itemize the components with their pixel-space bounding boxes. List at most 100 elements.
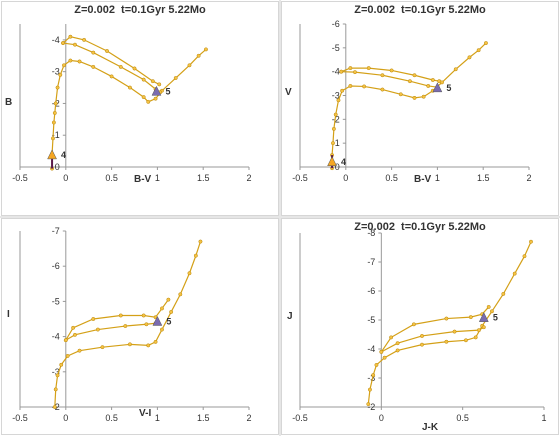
y-tick-label: -6 — [52, 261, 60, 271]
x-tick-label: 1 — [155, 173, 160, 183]
x-tick-label: 1 — [435, 173, 440, 183]
x-axis-label: B-V — [414, 174, 432, 185]
y-tick-label: -1 — [332, 138, 340, 148]
data-point — [398, 92, 403, 97]
data-point — [52, 405, 57, 409]
x-tick-label: 0 — [63, 413, 68, 423]
x-axis-label: J-K — [422, 422, 439, 433]
y-tick-label: -3 — [52, 67, 60, 77]
panel-divider-vertical — [279, 0, 281, 436]
y-tick-label: -6 — [332, 19, 340, 29]
x-tick-label: 0 — [63, 173, 68, 183]
data-point — [196, 53, 201, 58]
y-axis-label: B — [5, 97, 13, 108]
data-point — [476, 48, 481, 53]
data-point — [166, 297, 171, 302]
y-axis-label: I — [7, 309, 10, 320]
data-point — [382, 355, 387, 360]
data-point — [452, 329, 457, 334]
data-point — [407, 79, 412, 84]
data-point — [146, 99, 151, 104]
data-point — [411, 322, 416, 327]
data-point — [73, 42, 77, 47]
marker-label: 4 — [61, 150, 66, 160]
data-point — [77, 348, 82, 353]
data-point — [65, 354, 70, 358]
y-tick-label: 0 — [55, 162, 60, 172]
chart-title: Z=0.002 t=0.1Gyr 5.22Mo — [354, 221, 486, 233]
series-line — [51, 48, 207, 169]
y-tick-label: -1 — [52, 130, 60, 140]
y-tick-label: -4 — [52, 332, 60, 342]
data-point — [426, 84, 431, 88]
marker-label: 5 — [446, 83, 451, 93]
data-point — [141, 313, 146, 318]
data-point — [453, 67, 458, 72]
data-point — [340, 88, 345, 93]
data-point — [430, 78, 435, 82]
data-point — [153, 96, 158, 101]
marker-label: 4 — [341, 157, 346, 167]
x-tick-label: 0.5 — [105, 173, 118, 183]
y-tick-label: -5 — [367, 315, 375, 325]
data-point — [366, 402, 371, 407]
data-point — [118, 313, 123, 318]
data-point — [353, 70, 357, 75]
data-point — [203, 47, 208, 52]
data-point — [160, 327, 164, 332]
data-point — [141, 95, 146, 100]
x-tick-label: -0.5 — [12, 173, 28, 183]
data-point — [412, 95, 417, 100]
data-point — [437, 79, 442, 84]
marker-label: 5 — [165, 86, 170, 96]
x-tick-label: 2 — [246, 173, 251, 183]
data-point — [91, 64, 96, 69]
data-point — [51, 120, 56, 125]
y-axis-label: J — [287, 311, 293, 322]
y-tick-label: -2 — [367, 402, 375, 412]
data-point — [420, 334, 424, 338]
data-point — [153, 339, 158, 344]
y-axis-label: V — [285, 87, 292, 98]
data-point — [468, 315, 473, 320]
chart-title: Z=0.002 t=0.1Gyr 5.22Mo — [354, 4, 486, 16]
y-tick-label: -4 — [367, 344, 375, 354]
data-point — [512, 271, 517, 276]
y-tick-label: -7 — [52, 226, 60, 236]
data-point — [68, 34, 73, 39]
data-point — [412, 73, 417, 78]
data-point — [395, 341, 400, 346]
marker-label: 5 — [166, 316, 171, 326]
series-line — [341, 71, 438, 88]
data-point — [58, 72, 63, 77]
x-axis-label: B-V — [134, 174, 152, 185]
y-tick-label: -3 — [52, 367, 60, 377]
series-line — [367, 241, 532, 405]
x-tick-label: 1 — [155, 413, 160, 423]
data-point — [486, 305, 491, 309]
chart-panel-i-vs-vi: -7-6-5-4-3-2-0.500.511.525 V-I I — [1, 218, 279, 435]
data-point — [59, 362, 64, 367]
data-point — [73, 332, 77, 337]
data-point — [467, 55, 472, 60]
data-point — [82, 37, 87, 42]
series-line — [380, 306, 490, 353]
data-point — [51, 136, 55, 141]
data-point — [501, 291, 506, 296]
data-point — [481, 325, 486, 330]
data-point — [61, 41, 66, 46]
y-tick-label: -4 — [52, 35, 60, 45]
data-point — [146, 343, 151, 348]
y-tick-label: -3 — [367, 373, 375, 383]
x-tick-label: 0 — [343, 173, 348, 183]
data-point — [173, 76, 178, 80]
x-tick-label: 1.5 — [477, 173, 490, 183]
data-point — [444, 316, 449, 321]
x-tick-label: -0.5 — [292, 413, 308, 423]
data-point — [367, 387, 372, 392]
chart-plot-v-vs-bv: -6 -5 -4 -3 -2 -1 0 -0.5 0 0.5 1 1.5 2 4 5 — [292, 19, 531, 183]
y-tick-label: -3 — [332, 91, 340, 101]
x-tick-label: 1.5 — [197, 413, 210, 423]
data-point — [68, 58, 73, 63]
